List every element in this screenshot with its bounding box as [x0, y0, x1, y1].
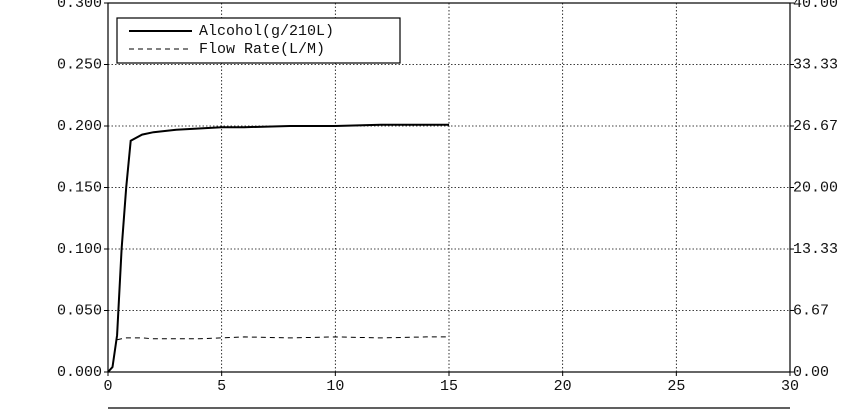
y-tick-label: 0.150 [57, 179, 102, 196]
y2-tick-label: 6.67 [793, 302, 829, 319]
y2-tick-label: 0.00 [793, 364, 829, 381]
series-line [117, 336, 449, 341]
x-tick-label: 0 [103, 378, 112, 395]
y-tick-label: 0.000 [57, 364, 102, 381]
x-tick-label: 25 [667, 378, 685, 395]
y2-tick-label: 33.33 [793, 56, 838, 73]
y-tick-label: 0.200 [57, 118, 102, 135]
y-tick-label: 0.050 [57, 302, 102, 319]
y2-tick-label: 20.00 [793, 179, 838, 196]
y-tick-label: 0.100 [57, 241, 102, 258]
legend-box [116, 17, 401, 64]
y2-tick-label: 40.00 [793, 0, 838, 12]
y2-tick-label: 13.33 [793, 241, 838, 258]
y-tick-label: 0.250 [57, 56, 102, 73]
x-tick-label: 20 [554, 378, 572, 395]
series-line [107, 123, 449, 373]
x-tick-label: 15 [440, 378, 458, 395]
legend-label: Flow Rate(L/M) [199, 41, 325, 58]
y2-tick-label: 26.67 [793, 118, 838, 135]
legend-label: Alcohol(g/210L) [199, 23, 334, 40]
x-tick-label: 10 [326, 378, 344, 395]
x-tick-label: 30 [781, 378, 799, 395]
x-tick-label: 5 [217, 378, 226, 395]
y-tick-label: 0.300 [57, 0, 102, 12]
